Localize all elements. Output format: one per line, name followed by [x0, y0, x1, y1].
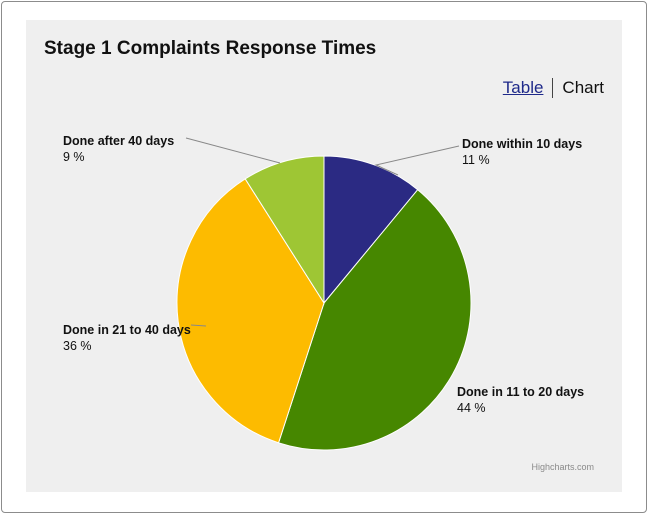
slice-label-2: Done in 11 to 20 days: [457, 385, 584, 399]
slice-label-3: Done in 21 to 40 days: [63, 323, 191, 337]
slice-connector-4: [185, 137, 281, 164]
table-view-link[interactable]: Table: [502, 78, 544, 97]
chart-panel: Stage 1 Complaints Response Times Table …: [26, 20, 622, 492]
slice-connector-1: [374, 145, 460, 176]
view-toggle: Table Chart: [503, 78, 604, 98]
pie-slice-4[interactable]: [244, 155, 325, 305]
pie-chart: Done within 10 days 11 % Done in 11 to 20 …: [63, 134, 584, 451]
slice-connector-3: [190, 324, 207, 327]
slice-label-1: Done within 10 days: [462, 137, 582, 151]
toggle-divider: [552, 78, 554, 98]
pie-slice-3[interactable]: [176, 178, 325, 444]
chart-title: Stage 1 Complaints Response Times: [44, 38, 377, 59]
slice-value-4: 9 %: [63, 150, 85, 164]
slice-label-4: Done after 40 days: [63, 134, 174, 148]
chart-view-tab[interactable]: Chart: [562, 78, 604, 97]
slice-value-3: 36 %: [63, 339, 92, 353]
pie-slice-2[interactable]: [277, 189, 472, 451]
pie-slice-1[interactable]: [323, 155, 419, 305]
highcharts-credit[interactable]: Highcharts.com: [531, 462, 594, 472]
slice-value-1: 11 %: [462, 153, 490, 167]
slice-value-2: 44 %: [457, 401, 486, 415]
